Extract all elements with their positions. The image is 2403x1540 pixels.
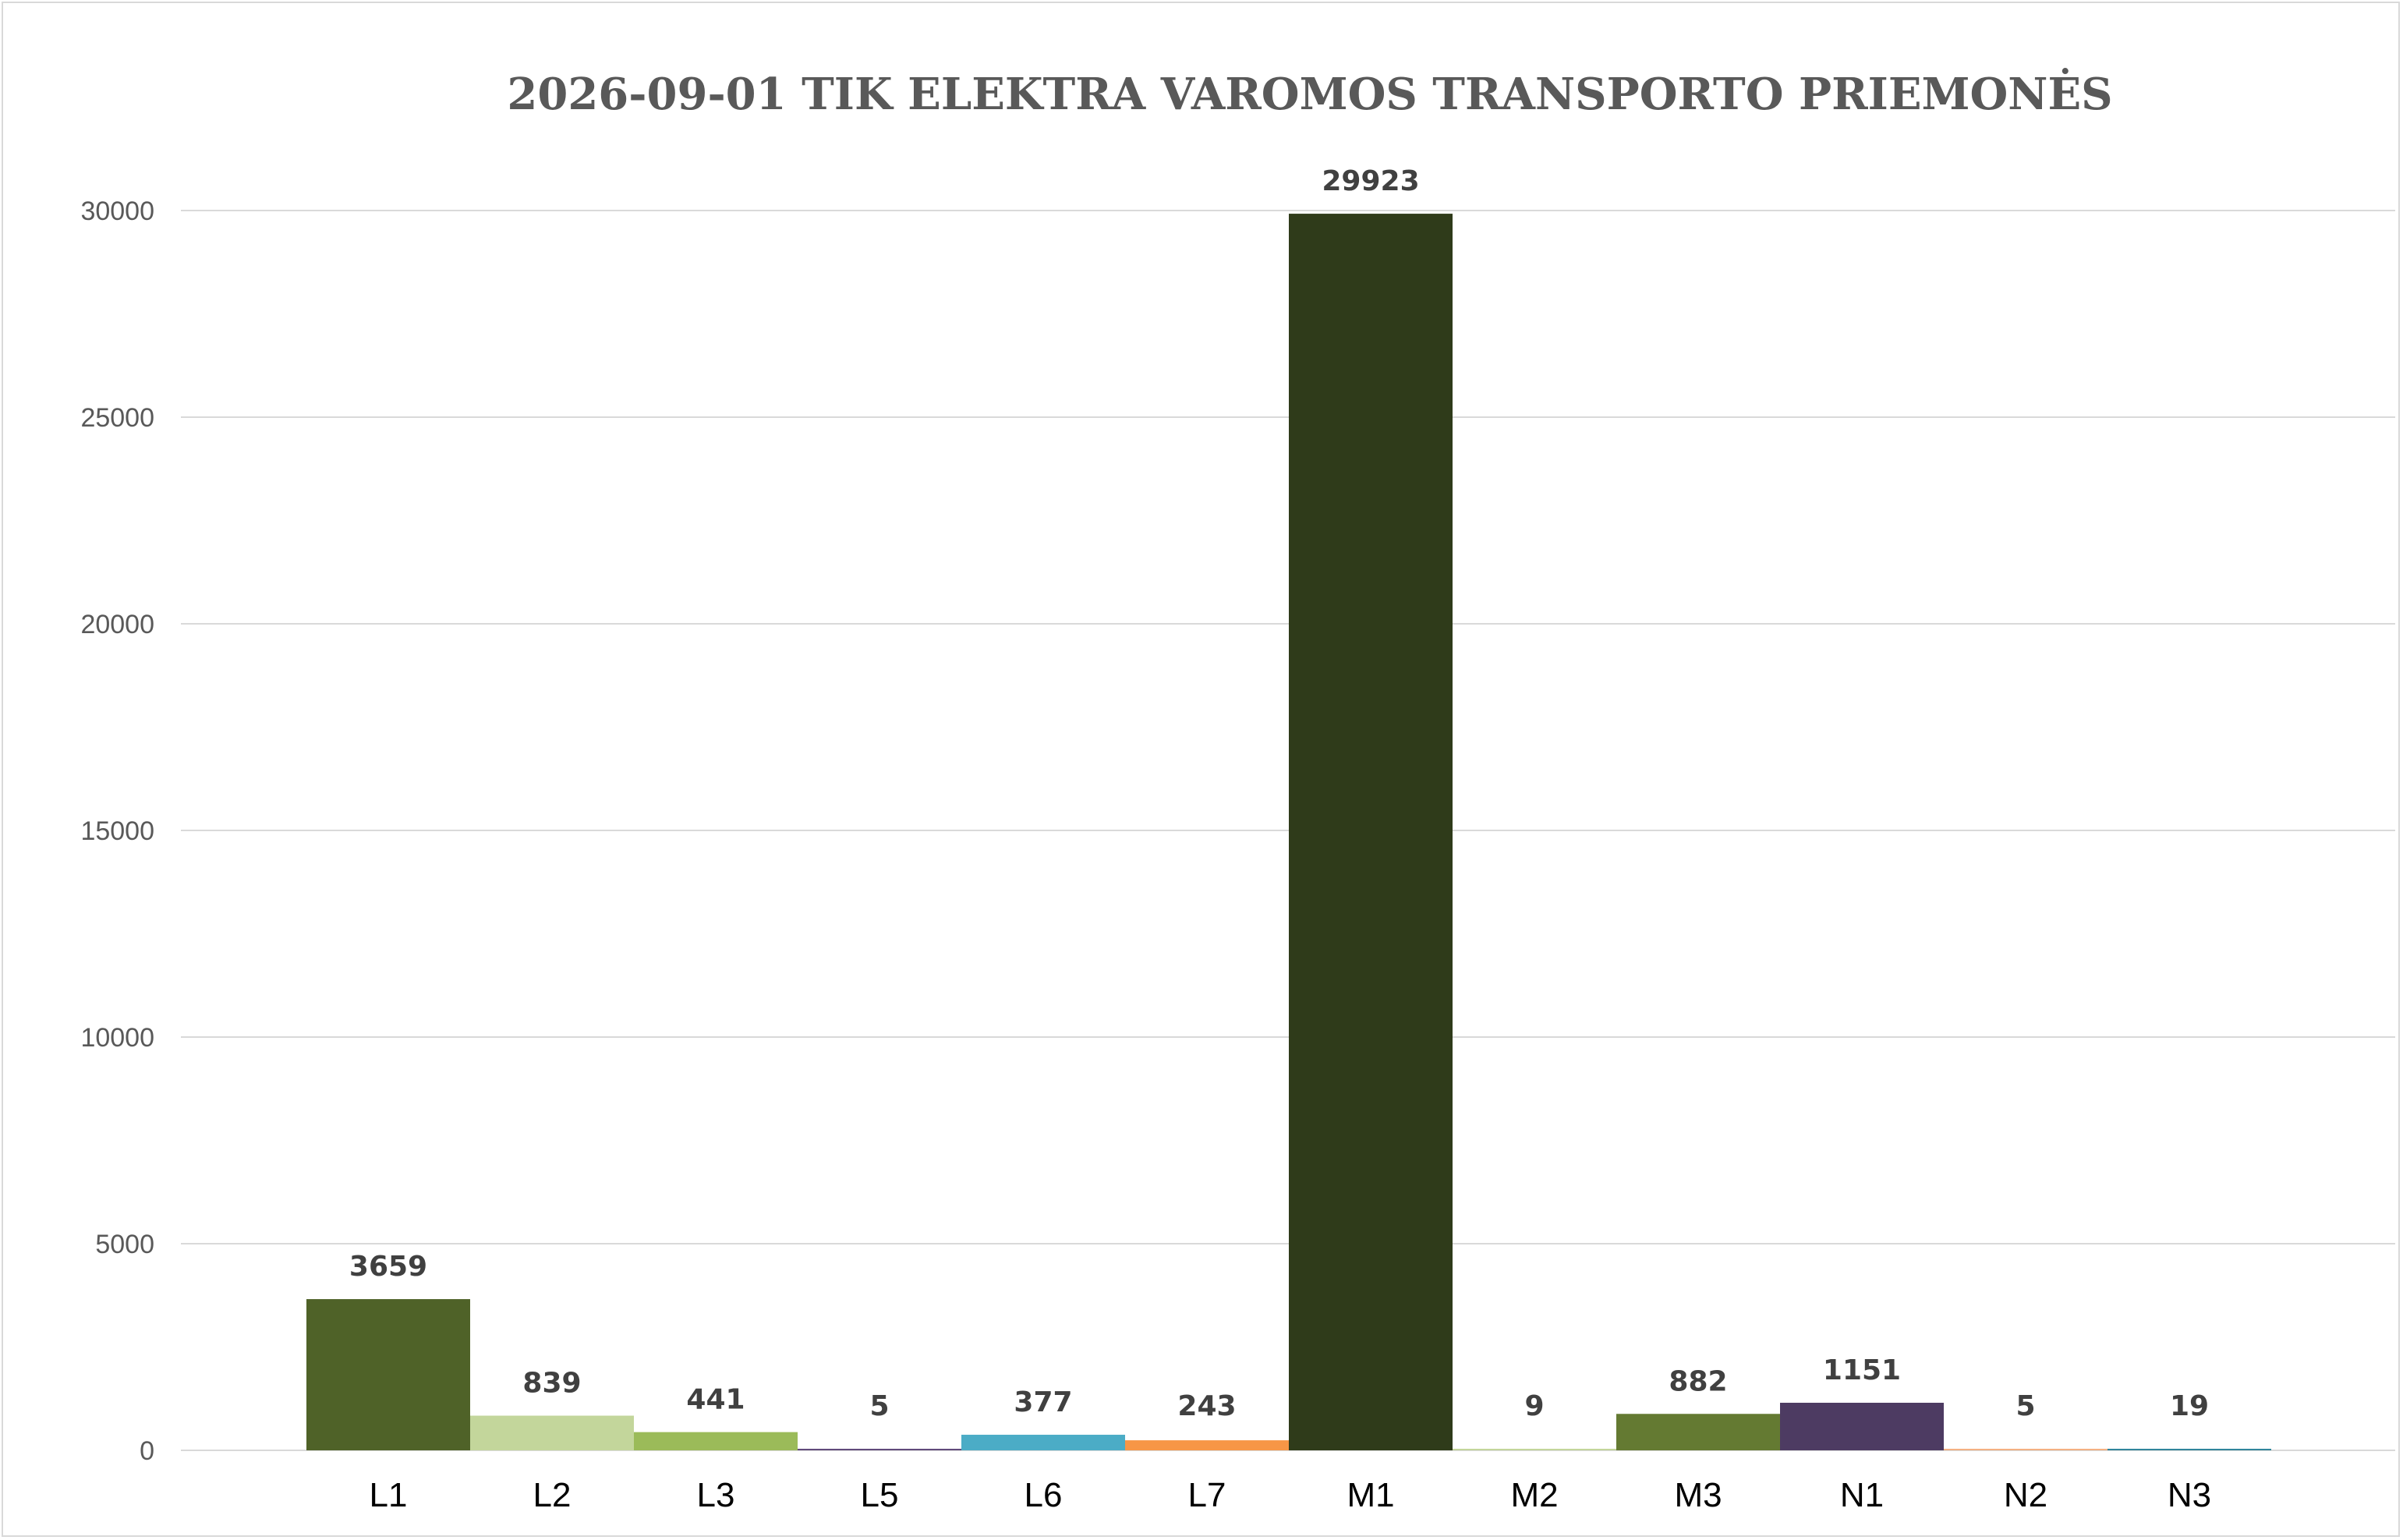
y-tick-label: 10000 — [80, 1023, 154, 1053]
x-tick-label: L6 — [1025, 1476, 1063, 1514]
data-label-l5: 5 — [869, 1390, 889, 1422]
y-tick-label: 25000 — [80, 403, 154, 433]
x-tick-label: M3 — [1674, 1476, 1722, 1514]
x-tick-label: L1 — [370, 1476, 408, 1514]
bar-l2 — [470, 1415, 634, 1450]
bar-l6 — [961, 1435, 1125, 1450]
data-label-l7: 243 — [1177, 1390, 1236, 1422]
bar-m2 — [1453, 1449, 1616, 1450]
data-label-m2: 9 — [1524, 1390, 1544, 1422]
gridlines — [181, 210, 2395, 1451]
data-label-n3: 19 — [2170, 1390, 2209, 1422]
x-tick-label: L7 — [1188, 1476, 1226, 1514]
data-label-n1: 1151 — [1823, 1354, 1901, 1386]
x-axis-ticks: L1 L2 L3 L5 L6 L7 M1 M2 M3 N1 N2 N3 — [370, 1476, 2212, 1514]
y-axis-ticks: 0 5000 10000 15000 20000 25000 30000 — [80, 196, 154, 1466]
data-labels: 3659 839 441 5 377 243 29923 9 882 1151 5 19 — [349, 165, 2209, 1422]
data-label-m3: 882 — [1669, 1365, 1727, 1397]
bar-l3 — [634, 1432, 798, 1450]
data-label-l1: 3659 — [349, 1251, 427, 1283]
x-tick-label: M1 — [1347, 1476, 1394, 1514]
data-label-m1: 29923 — [1322, 165, 1419, 197]
data-label-l6: 377 — [1014, 1386, 1072, 1418]
data-label-l2: 839 — [522, 1368, 581, 1400]
bar-m3 — [1616, 1414, 1780, 1450]
x-tick-label: L5 — [861, 1476, 899, 1514]
y-tick-label: 15000 — [80, 816, 154, 846]
bar-n2 — [1944, 1449, 2107, 1450]
bars — [306, 214, 2271, 1450]
data-label-n2: 5 — [2015, 1390, 2035, 1422]
chart-title: 2026-09-01 TIK ELEKTRA VAROMOS TRANSPORT… — [507, 68, 2112, 120]
x-tick-label: N2 — [2004, 1476, 2047, 1514]
y-tick-label: 30000 — [80, 196, 154, 226]
bar-m1 — [1289, 214, 1453, 1450]
x-tick-label: N3 — [2168, 1476, 2211, 1514]
x-tick-label: M2 — [1510, 1476, 1558, 1514]
x-tick-label: L3 — [697, 1476, 735, 1514]
bar-l7 — [1125, 1440, 1289, 1450]
y-tick-label: 5000 — [95, 1230, 154, 1259]
x-tick-label: L2 — [533, 1476, 572, 1514]
y-tick-label: 20000 — [80, 610, 154, 639]
bar-n3 — [2107, 1449, 2271, 1450]
bar-l5 — [798, 1449, 961, 1450]
bar-l1 — [306, 1299, 470, 1450]
y-tick-label: 0 — [140, 1436, 154, 1466]
data-label-l3: 441 — [686, 1384, 745, 1416]
bar-n1 — [1780, 1402, 1944, 1450]
x-tick-label: N1 — [1840, 1476, 1884, 1514]
